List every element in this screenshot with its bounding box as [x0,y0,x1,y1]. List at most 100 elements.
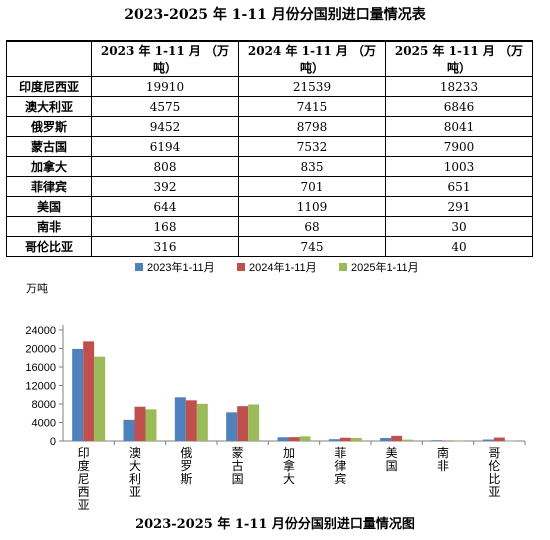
x-tick-label: 澳大利亚 [129,446,141,499]
bar [328,439,340,441]
value-cell: 8041 [385,116,533,137]
header-2024: 2024 年 1-11 月 （万吨） [238,40,386,77]
value-cell: 835 [238,156,386,177]
country-cell: 哥伦比亚 [6,236,92,257]
table-row: 印度尼西亚 19910 21539 18233 [6,76,533,97]
y-tick-label: 0 [50,436,56,448]
bar [72,348,84,441]
table-header-row: 2023 年 1-11 月 （万吨） 2024 年 1-11 月 （万吨） 20… [6,40,533,77]
value-cell: 1109 [238,196,386,217]
x-tick-label-char: 古 [232,458,244,473]
x-tick-label-char: 亚 [78,498,90,512]
x-tick-label-char: 西 [78,485,90,499]
bar [134,406,146,441]
x-tick-label-char: 律 [334,459,346,473]
x-tick-label-char: 宾 [334,471,346,486]
x-tick-label: 菲律宾 [334,446,346,486]
x-tick-label: 俄罗斯 [180,446,192,486]
country-cell: 南非 [6,216,92,237]
x-tick-label: 哥伦比亚 [488,446,500,499]
country-cell: 印度尼西亚 [6,76,92,97]
x-tick-label-char: 哥 [488,446,500,460]
bar [453,440,465,442]
bar [493,437,505,441]
x-tick-label: 蒙古国 [232,446,244,486]
x-tick-label-char: 国 [232,472,244,486]
x-tick-label: 南非 [437,445,449,473]
value-cell: 30 [385,216,533,237]
header-2023: 2023 年 1-11 月 （万吨） [91,40,239,77]
bar [380,438,392,441]
table-title: 2023-2025 年 1-11 月份分国别进口量情况表 [124,7,426,23]
bar [94,356,106,441]
table-row: 蒙古国 6194 7532 7900 [6,136,533,157]
value-cell: 291 [385,196,533,217]
table-row: 菲律宾 392 701 651 [6,176,533,197]
bar [248,404,260,441]
value-cell: 651 [385,176,533,197]
x-tick-label-char: 加 [283,446,295,460]
value-cell: 9452 [91,116,239,137]
x-tick-label-char: 澳 [129,446,141,460]
x-tick-label-char: 拿 [283,458,295,473]
value-cell: 19910 [91,76,239,97]
value-cell: 644 [91,196,239,217]
import-bar-chart: 04000800012000160002000024000万吨印度尼西亚澳大利亚… [25,260,526,512]
x-tick-label-char: 斯 [180,472,192,486]
x-tick-label-char: 蒙 [232,446,244,460]
country-cell: 加拿大 [6,156,92,177]
bar [145,409,157,441]
country-cell: 美国 [6,196,92,217]
table-row: 哥伦比亚 316 745 40 [6,236,533,257]
y-tick-label: 20000 [25,344,56,356]
bar [442,440,454,442]
x-tick-label-char: 利 [129,472,141,486]
legend-label: 2025年1-11月 [351,260,419,274]
legend-swatch [135,263,143,271]
x-tick-label-char: 国 [386,459,398,473]
x-tick-label-char: 亚 [488,485,500,499]
table-row: 加拿大 808 835 1003 [6,156,533,177]
value-cell: 808 [91,156,239,177]
table-row: 俄罗斯 9452 8798 8041 [6,116,533,137]
value-cell: 6846 [385,96,533,117]
bar [391,435,403,441]
x-tick-label-char: 非 [437,459,449,473]
bar [299,436,311,441]
value-cell: 701 [238,176,386,197]
bar [339,437,351,441]
bar [288,437,300,441]
value-cell: 316 [91,236,239,257]
x-tick-label-char: 伦 [488,458,500,473]
value-cell: 7415 [238,96,386,117]
value-cell: 4575 [91,96,239,117]
value-cell: 745 [238,236,386,257]
x-tick-label-char: 度 [78,458,90,473]
header-2025: 2025 年 1-11 月 （万吨） [385,40,533,77]
bar [504,440,516,442]
table-row: 美国 644 1109 291 [6,196,533,217]
x-tick-label-char: 俄 [180,446,192,460]
country-cell: 菲律宾 [6,176,92,197]
x-tick-label: 美国 [386,446,398,473]
x-tick-label-char: 亚 [129,485,141,499]
value-cell: 18233 [385,76,533,97]
value-cell: 168 [91,216,239,237]
import-table: 2023 年 1-11 月 （万吨） 2024 年 1-11 月 （万吨） 20… [6,40,533,257]
legend-label: 2024年1-11月 [249,260,317,274]
y-axis-label: 万吨 [26,282,48,295]
value-cell: 21539 [238,76,386,97]
legend-swatch [237,263,245,271]
bar [226,412,238,441]
x-tick-label-char: 比 [488,472,500,486]
legend-swatch [339,263,347,271]
value-cell: 392 [91,176,239,197]
value-cell: 1003 [385,156,533,177]
x-tick-label-char: 罗 [180,459,192,473]
y-tick-label: 12000 [25,381,56,393]
x-tick-label: 印度尼西亚 [78,446,90,512]
x-tick-label-char: 南 [437,445,449,460]
country-cell: 俄罗斯 [6,116,92,137]
y-tick-label: 4000 [32,418,56,430]
legend-label: 2023年1-11月 [147,260,215,274]
